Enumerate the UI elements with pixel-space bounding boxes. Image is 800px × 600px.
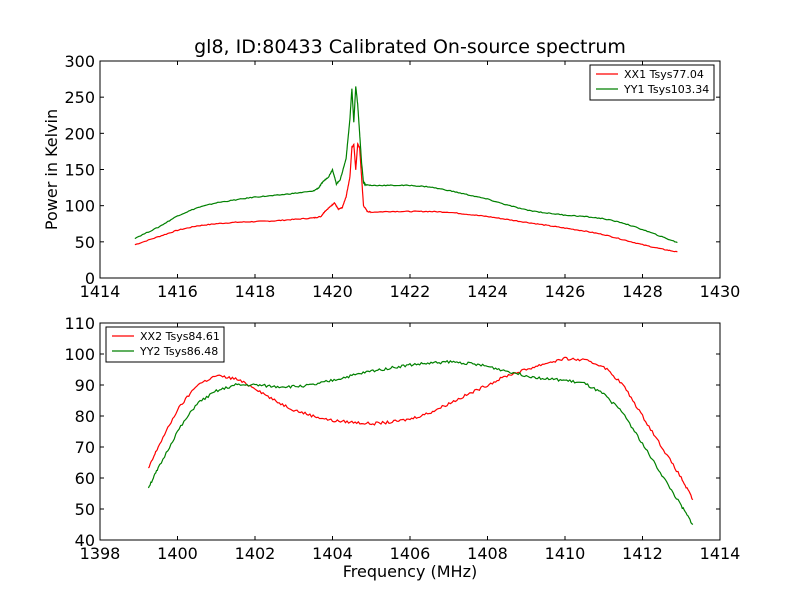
top-x-tick-label: 1414 — [80, 282, 121, 301]
top-x-tick-label: 1430 — [700, 282, 741, 301]
bottom-plot: 1398 1400 1402 1404 1406 1408 1410 1412 1414 40 50… — [64, 314, 740, 581]
bottom-y-tick-label: 90 — [75, 376, 95, 395]
top-series-line-0 — [134, 141, 678, 253]
bottom-x-tick-label: 1400 — [157, 544, 198, 563]
bottom-plot-ticks: 1398 1400 1402 1404 1406 1408 1410 1412 1414 40 50… — [64, 314, 740, 563]
bottom-x-tick-label: 1402 — [235, 544, 276, 563]
bottom-x-tick-label: 1406 — [390, 544, 431, 563]
bottom-y-tick-label: 40 — [75, 531, 95, 550]
top-x-tick-label: 1418 — [235, 282, 276, 301]
bottom-plot-x-axis-label: Frequency (MHz) — [343, 562, 477, 581]
bottom-y-tick-label: 110 — [64, 314, 95, 333]
bottom-y-tick-label: 80 — [75, 407, 95, 426]
bottom-plot-series — [147, 356, 694, 525]
top-y-tick-label: 100 — [64, 197, 95, 216]
bottom-y-tick-label: 70 — [75, 438, 95, 457]
top-x-tick-label: 1426 — [545, 282, 586, 301]
top-plot-series — [134, 86, 678, 253]
top-plot-y-axis-label: Power in Kelvin — [42, 109, 61, 230]
bottom-x-tick-label: 1414 — [700, 544, 741, 563]
bottom-x-tick-label: 1408 — [467, 544, 508, 563]
top-legend-label-xx1: XX1 Tsys77.04 — [624, 68, 704, 81]
top-y-tick-label: 200 — [64, 124, 95, 143]
top-y-tick-label: 50 — [75, 233, 95, 252]
bottom-legend-box — [105, 326, 225, 363]
bottom-y-tick-label: 60 — [75, 469, 95, 488]
top-y-tick-label: 150 — [64, 161, 95, 180]
bottom-plot-legend: XX2 Tsys84.61 YY2 Tsys86.48 — [105, 326, 225, 363]
top-x-tick-label: 1420 — [312, 282, 353, 301]
top-plot-legend: XX1 Tsys77.04 YY1 Tsys103.34 — [589, 64, 715, 101]
bottom-x-tick-label: 1410 — [545, 544, 586, 563]
bottom-series-line-0 — [147, 356, 694, 501]
bottom-legend-label-xx2: XX2 Tsys84.61 — [140, 330, 220, 343]
top-x-tick-label: 1416 — [157, 282, 198, 301]
top-legend-box — [589, 64, 715, 101]
bottom-y-tick-label: 100 — [64, 345, 95, 364]
top-plot: 1414 1416 1418 1420 1422 1424 1426 1428 1430 0 50 1… — [42, 52, 740, 301]
bottom-series-line-1 — [147, 359, 694, 525]
top-x-tick-label: 1424 — [467, 282, 508, 301]
top-series-line-1 — [134, 86, 678, 244]
bottom-x-tick-label: 1404 — [312, 544, 353, 563]
top-x-tick-label: 1422 — [390, 282, 431, 301]
top-legend-label-yy1: YY1 Tsys103.34 — [623, 83, 709, 96]
top-y-tick-label: 250 — [64, 88, 95, 107]
top-plot-ticks: 1414 1416 1418 1420 1422 1424 1426 1428 1430 0 50 1… — [64, 52, 740, 301]
top-y-tick-label: 0 — [85, 269, 95, 288]
chart-title: gl8, ID:80433 Calibrated On-source spect… — [194, 36, 626, 58]
bottom-x-tick-label: 1398 — [80, 544, 121, 563]
bottom-legend-label-yy2: YY2 Tsys86.48 — [139, 345, 218, 358]
bottom-x-tick-label: 1412 — [622, 544, 663, 563]
top-x-tick-label: 1428 — [622, 282, 663, 301]
bottom-y-tick-label: 50 — [75, 500, 95, 519]
top-y-tick-label: 300 — [64, 52, 95, 71]
